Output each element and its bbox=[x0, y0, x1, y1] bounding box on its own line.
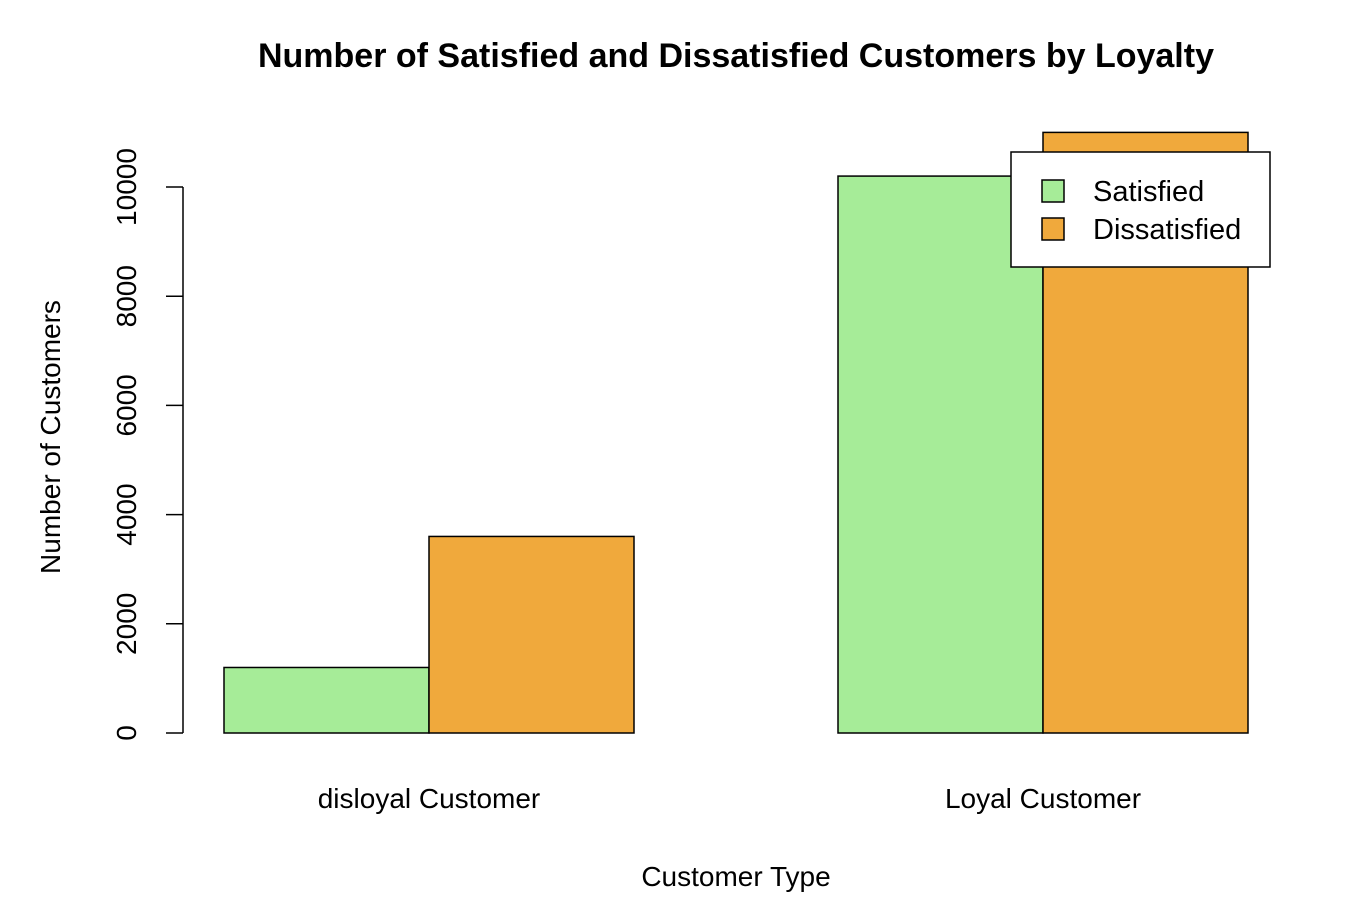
x-axis-label: Customer Type bbox=[641, 861, 830, 892]
legend-box bbox=[1010, 151, 1271, 268]
legend: Satisfied Dissatisfied bbox=[1010, 151, 1271, 268]
y-tick-label: 10000 bbox=[111, 148, 142, 226]
x-tick-label: disloyal Customer bbox=[318, 783, 541, 814]
bar-dissatisfied-0 bbox=[428, 535, 635, 734]
y-tick-label: 6000 bbox=[111, 374, 142, 436]
x-tick-labels: disloyal Customer Loyal Customer bbox=[318, 783, 1141, 814]
legend-label-satisfied: Satisfied bbox=[1093, 176, 1204, 208]
legend-swatch-dissatisfied bbox=[1041, 217, 1065, 241]
y-tick-label: 8000 bbox=[111, 265, 142, 327]
bar-satisfied-0 bbox=[223, 666, 430, 734]
y-tick-label: 4000 bbox=[111, 483, 142, 545]
bar-satisfied-1 bbox=[837, 175, 1044, 734]
x-tick-label: Loyal Customer bbox=[945, 783, 1141, 814]
y-tick-label: 2000 bbox=[111, 593, 142, 655]
legend-swatch-satisfied bbox=[1041, 179, 1065, 203]
y-tick-label: 0 bbox=[111, 725, 142, 741]
legend-label-dissatisfied: Dissatisfied bbox=[1093, 214, 1241, 246]
chart-title: Number of Satisfied and Dissatisfied Cus… bbox=[258, 37, 1214, 75]
y-axis: 0 2000 4000 6000 8000 10000 bbox=[111, 148, 184, 741]
y-axis-label: Number of Customers bbox=[35, 300, 66, 574]
